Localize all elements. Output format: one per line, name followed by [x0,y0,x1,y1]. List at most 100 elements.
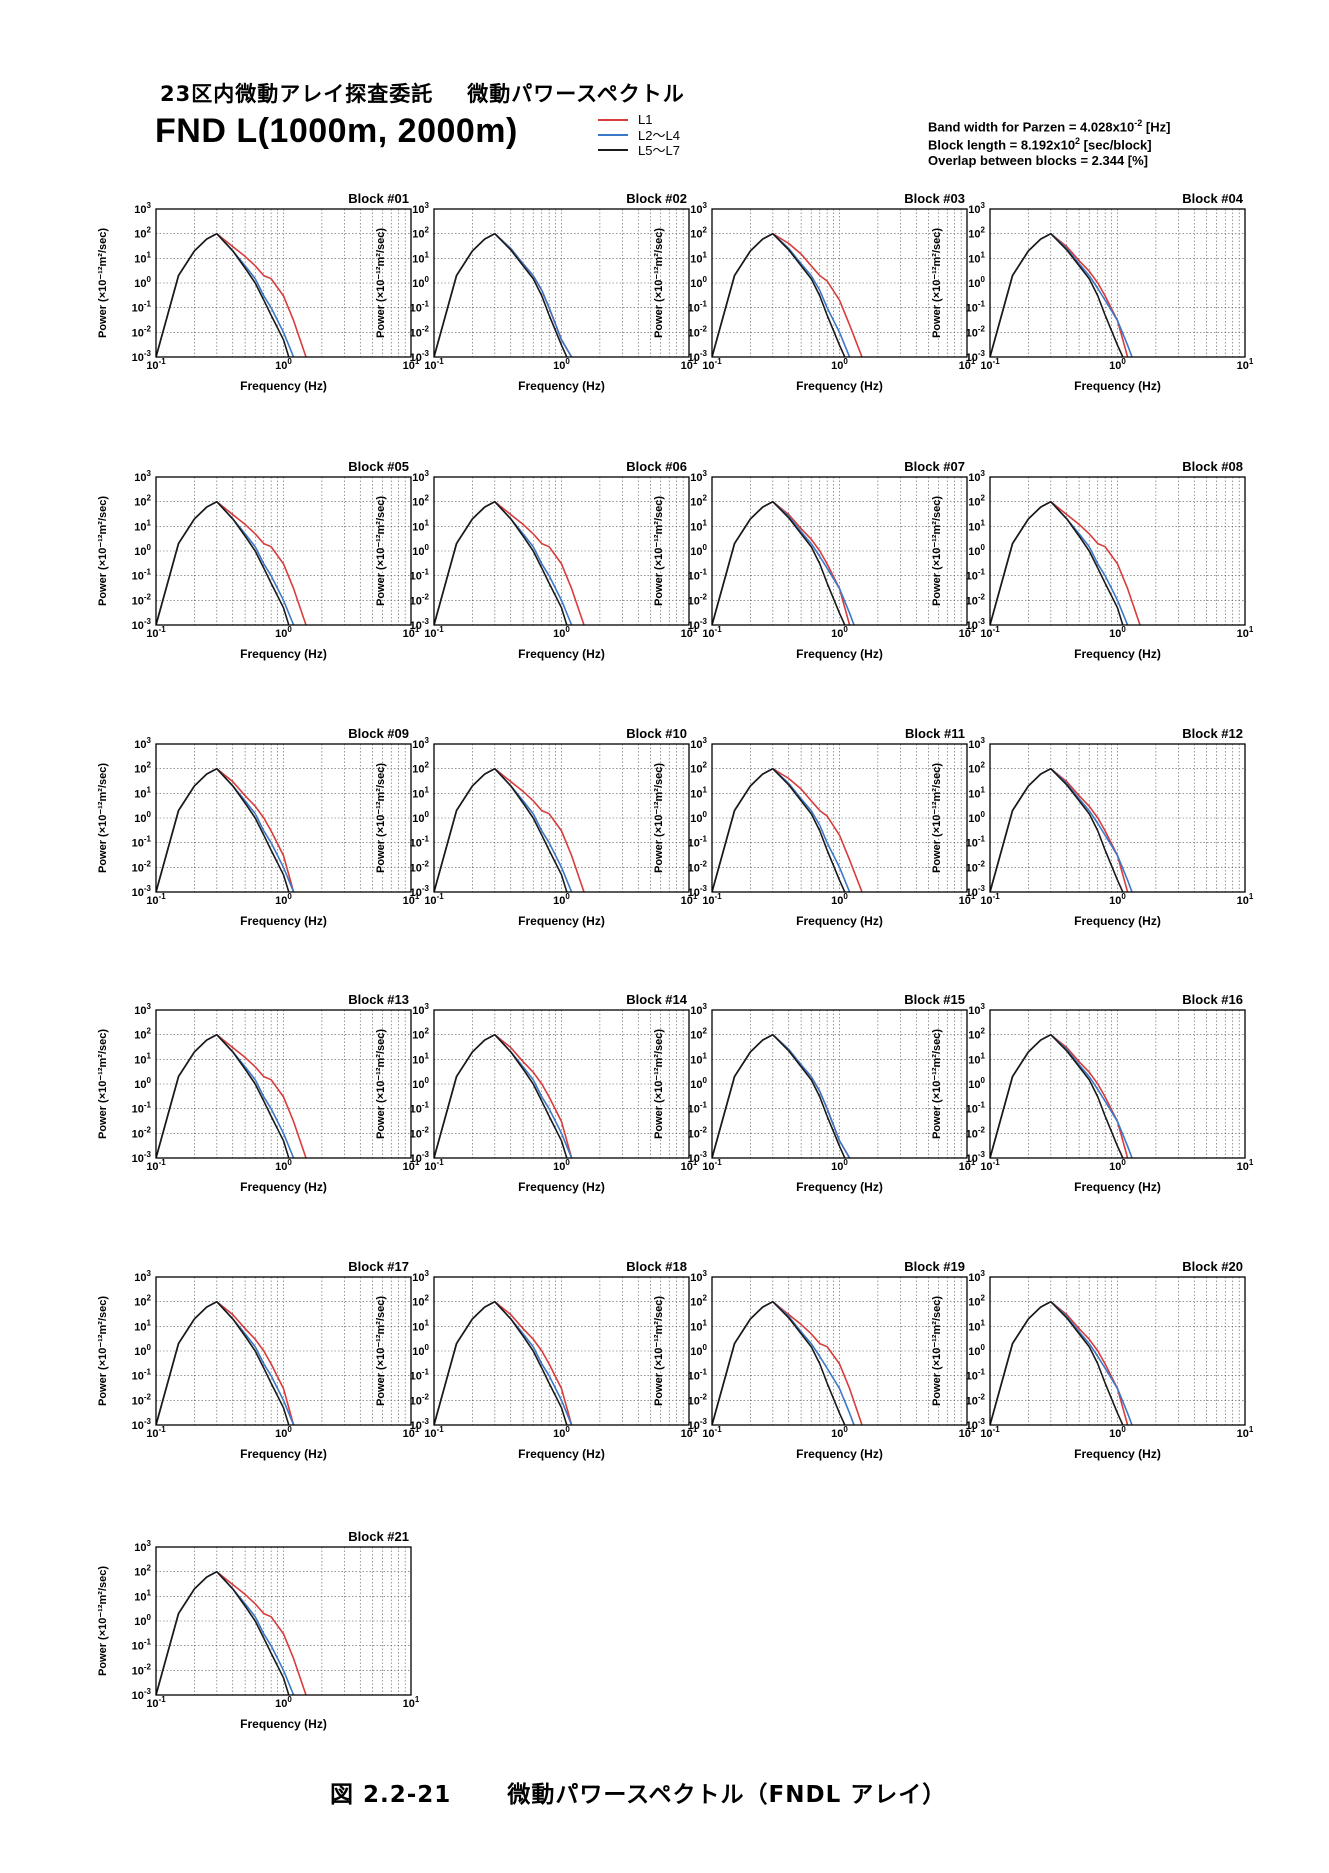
y-tick-label: 101 [968,250,985,265]
x-tick-label: 10-1 [424,357,444,372]
y-tick-label: 103 [690,1269,707,1284]
y-tick-label: 10-3 [966,617,986,632]
plot-frame [711,1276,968,1426]
figure-caption: 図 2.2-21 微動パワースペクトル（FNDL アレイ） [330,1775,946,1809]
x-tick-label: 10-1 [424,892,444,907]
x-tick-label: 101 [959,892,976,907]
y-tick-label: 10-1 [410,300,430,315]
y-tick-label: 10-3 [688,884,708,899]
plot-frame [433,1276,690,1426]
legend: L1 L2～L4 L5～L7 [598,112,680,158]
x-tick-label: 101 [681,1425,698,1440]
y-tick-label: 101 [134,785,151,800]
plot-frame [433,743,690,893]
plot-curves [434,1300,573,1425]
spectrum-curve [990,1300,1133,1425]
x-tick-label: 10-1 [146,357,166,372]
x-tick-label: 100 [275,625,292,640]
y-tick-label: 10-2 [966,592,986,607]
y-tick-label: 100 [968,810,985,825]
spectrum-curve [156,500,290,625]
x-tick-label: 101 [1237,892,1254,907]
x-tick-label: 101 [403,625,420,640]
y-tick-label: 10-2 [966,1125,986,1140]
x-tick-label: 100 [275,1695,292,1710]
spectrum-curve [712,1300,846,1425]
plot-grid [434,744,689,892]
plot-curves [990,232,1133,357]
y-tick-label: 10-1 [688,300,708,315]
spectrum-curve [156,1570,295,1695]
plot-grid [156,1547,411,1695]
y-tick-label: 10-3 [410,884,430,899]
x-tick-label: 100 [275,892,292,907]
plot-grid [990,209,1245,357]
x-tick-label: 100 [553,892,570,907]
y-tick-label: 100 [968,1343,985,1358]
y-tick-label: 102 [134,1564,151,1579]
plot-grid [156,1277,411,1425]
legend-swatch-l1 [598,118,628,121]
plot-curves [712,500,855,625]
plot-curves [434,1033,573,1158]
plot-grid [434,477,689,625]
y-tick-label: 10-1 [410,835,430,850]
x-tick-label: 101 [403,357,420,372]
spectrum-curve [156,1300,295,1425]
y-tick-label: 10-3 [132,617,152,632]
spectrum-curve [434,1300,568,1425]
plot-grid [990,744,1245,892]
y-tick-label: 101 [690,1318,707,1333]
plot-frame [433,1009,690,1159]
y-tick-label: 101 [412,1051,429,1066]
spectrum-curve [156,767,295,892]
y-tick-label: 100 [968,1076,985,1091]
param-overlap: Overlap between blocks = 2.344 [%] [928,152,1149,168]
plot-curves [712,767,863,892]
spectrum-curve [156,1033,295,1158]
panel-title: Block #19 [904,1259,965,1274]
y-tick-label: 103 [690,736,707,751]
panel-title: Block #08 [1182,459,1243,474]
plot-curves [990,500,1141,625]
x-tick-label: 10-1 [146,892,166,907]
spectrum-curve [156,1570,290,1695]
y-axis-label: Power (×10⁻¹²m²/sec) [653,228,665,338]
y-tick-label: 10-2 [132,1125,152,1140]
legend-item-l1: L1 [598,112,680,127]
spectrum-curve [156,232,295,357]
y-tick-label: 10-2 [966,859,986,874]
x-tick-label: 100 [275,357,292,372]
y-tick-label: 10-2 [688,1392,708,1407]
x-tick-label: 10-1 [424,625,444,640]
spectrum-curve [434,232,573,357]
y-tick-label: 10-2 [688,1125,708,1140]
y-tick-label: 10-3 [132,1417,152,1432]
plot-frame [989,1009,1246,1159]
legend-swatch-l5-l7 [598,148,628,151]
x-axis-label: Frequency (Hz) [240,379,327,393]
panel-title: Block #21 [348,1529,409,1544]
y-tick-label: 102 [134,226,151,241]
x-tick-label: 100 [1109,1158,1126,1173]
y-tick-label: 101 [690,250,707,265]
y-tick-label: 103 [690,201,707,216]
spectrum-curve [156,500,295,625]
spectrum-curve [434,1033,568,1158]
spectrum-curve [712,232,851,357]
y-tick-label: 100 [412,1343,429,1358]
y-tick-label: 102 [412,226,429,241]
y-tick-label: 101 [968,1318,985,1333]
header-title-2: 微動パワースペクトル [467,82,685,106]
x-tick-label: 101 [959,357,976,372]
y-tick-label: 10-1 [132,300,152,315]
y-tick-label: 100 [134,1613,151,1628]
x-tick-label: 10-1 [980,357,1000,372]
x-tick-label: 101 [1237,625,1254,640]
x-tick-label: 10-1 [980,625,1000,640]
panel-title: Block #13 [348,992,409,1007]
figure-caption-text: 微動パワースペクトル（FNDL アレイ） [507,1782,947,1808]
